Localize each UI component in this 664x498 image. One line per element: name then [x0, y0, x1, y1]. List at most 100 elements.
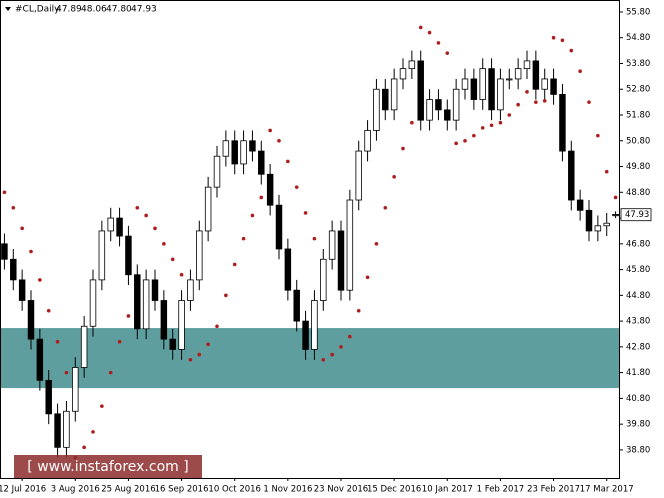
candle-body	[470, 78, 478, 100]
sar-dot	[604, 169, 609, 174]
candle-body	[435, 99, 442, 111]
watermark: [ www.instaforex.com ]	[27, 459, 188, 475]
sar-dot	[286, 159, 290, 164]
candle-body	[240, 140, 247, 165]
candle-body	[417, 60, 424, 121]
sar-dot	[277, 138, 281, 143]
sar-dot	[445, 51, 450, 55]
y-tick-label: 51.80	[626, 111, 650, 121]
y-tick-label: 42.80	[626, 342, 650, 352]
last-price-box	[620, 208, 652, 222]
candle-body	[266, 173, 274, 206]
x-tick-label: 15 Dec 2016	[367, 485, 421, 495]
candle-body	[160, 300, 168, 340]
candle-body	[364, 130, 371, 152]
candle-body	[80, 325, 88, 368]
candle-body	[249, 140, 256, 152]
y-tick-label: 40.80	[626, 394, 650, 404]
sar-dot	[100, 404, 104, 408]
candle-body	[36, 338, 44, 381]
sar-dot	[578, 69, 582, 74]
y-tick-label: 38.80	[626, 445, 650, 455]
candle-body	[151, 279, 159, 301]
sar-dot	[401, 146, 405, 151]
price-zone	[1, 328, 620, 389]
candle-body	[134, 274, 141, 330]
candle-body	[497, 78, 504, 111]
sar-dot	[197, 352, 202, 357]
candle-body	[346, 199, 354, 291]
candle-body	[576, 199, 584, 211]
sar-dot	[259, 195, 264, 200]
sar-dot	[596, 133, 600, 138]
candle-body	[506, 78, 513, 81]
plot-border	[0, 0, 620, 479]
sar-dot	[516, 102, 520, 107]
sar-dot	[383, 205, 388, 210]
sar-dot	[179, 272, 184, 277]
candle-body	[187, 279, 194, 301]
sar-dot	[489, 123, 494, 128]
sar-dot	[534, 100, 538, 104]
chart-title: #CL,Daily	[15, 5, 60, 15]
sar-dot	[463, 138, 467, 143]
candle-body	[302, 320, 309, 350]
x-tick-label: 10 Jan 2017	[422, 485, 473, 495]
candle-body	[196, 230, 203, 281]
x-tick-label: 1 Nov 2016	[263, 485, 312, 495]
sar-dot	[498, 120, 503, 125]
quote-open: 47.89	[56, 5, 82, 15]
sar-dot	[312, 236, 317, 241]
y-tick-label: 46.80	[626, 239, 650, 249]
sar-dot	[144, 213, 148, 218]
y-tick-label: 55.80	[626, 7, 650, 17]
candle-body	[390, 78, 398, 111]
candle-body	[337, 230, 345, 291]
candle-body	[125, 235, 132, 276]
sar-dot	[188, 357, 193, 362]
candle-body	[452, 88, 460, 121]
candle-body	[550, 78, 557, 95]
candle-body	[568, 150, 575, 201]
menu-arrow[interactable]	[5, 7, 11, 11]
candle-body	[284, 248, 292, 291]
candle-body	[514, 68, 522, 80]
candle-body	[382, 88, 389, 111]
candle-body	[444, 109, 451, 121]
last-price-label: 47.93	[625, 210, 649, 220]
candle-body	[107, 217, 114, 232]
candle-body	[355, 150, 362, 201]
sar-dot	[321, 357, 326, 362]
candle-body	[204, 186, 212, 232]
candle-body	[72, 367, 79, 412]
x-tick-label: 3 Aug 2016	[51, 485, 100, 495]
candle-body	[98, 230, 106, 281]
x-tick-label: 23 Feb 2017	[527, 485, 580, 495]
candle-body	[559, 93, 566, 152]
x-tick-label: 25 Aug 2016	[101, 485, 155, 495]
y-tick-label: 44.80	[626, 291, 650, 301]
candle-body	[523, 60, 531, 70]
candle-body	[275, 204, 283, 250]
sar-dot	[454, 141, 458, 146]
candle-body	[603, 222, 610, 227]
candle-body	[169, 338, 176, 350]
candle-body	[585, 209, 593, 232]
candle-body	[116, 217, 123, 237]
sar-dot	[64, 370, 69, 375]
candle-body	[18, 279, 26, 301]
candle-body	[89, 279, 97, 327]
sar-dot	[374, 242, 379, 246]
x-tick-label: 12 Jul 2016	[0, 485, 46, 495]
sar-dot	[339, 345, 343, 349]
sar-dot	[38, 278, 42, 282]
x-tick-label: 16 Sep 2016	[155, 485, 209, 495]
sar-dot	[365, 275, 370, 280]
sar-dot	[153, 226, 157, 231]
quote-low: 47.80	[106, 5, 132, 15]
y-tick-label: 52.80	[626, 85, 650, 95]
sar-dot	[542, 99, 547, 103]
candle-body	[258, 150, 265, 175]
plot-area	[1, 25, 620, 460]
